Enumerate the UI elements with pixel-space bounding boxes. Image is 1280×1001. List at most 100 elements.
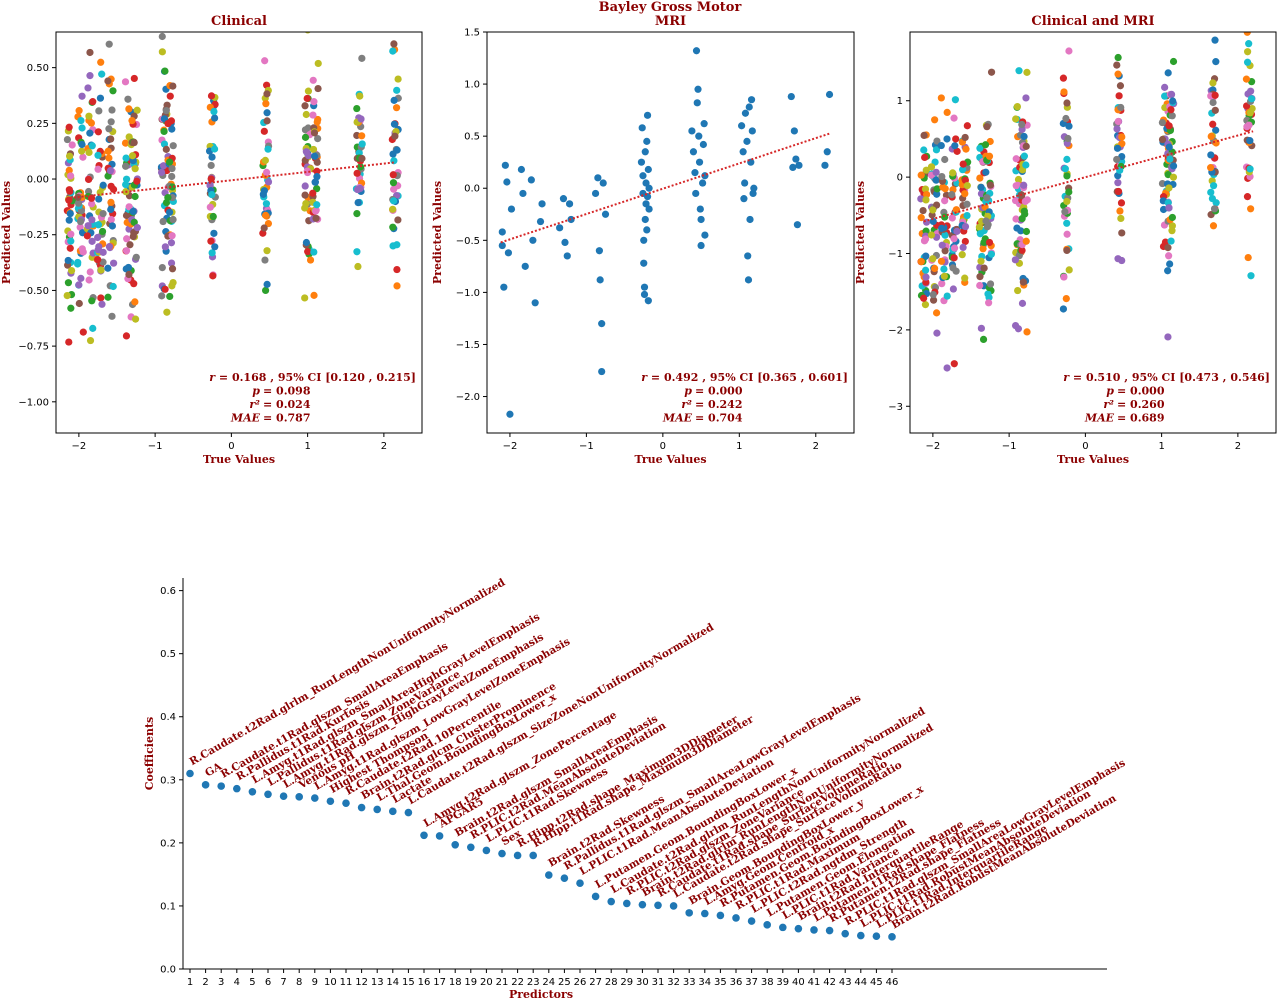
data-point: [746, 215, 754, 224]
data-point: [959, 243, 967, 251]
coefficient-point: [669, 902, 678, 910]
data-point: [1018, 214, 1026, 223]
data-point: [959, 160, 967, 168]
x-tick-label: 25: [558, 977, 571, 988]
data-point: [980, 264, 988, 272]
data-point: [1065, 266, 1073, 274]
data-point: [1060, 273, 1068, 281]
coefficient-point: [529, 851, 537, 860]
data-point: [940, 272, 948, 280]
x-tick-label: 45: [870, 977, 883, 988]
data-point: [74, 199, 83, 207]
data-point: [922, 273, 930, 281]
data-point: [168, 265, 177, 273]
data-point: [1210, 205, 1219, 213]
x-tick-label: 1: [187, 977, 193, 988]
data-point: [168, 282, 176, 290]
data-point: [701, 231, 709, 239]
x-tick-label: 2: [381, 441, 387, 452]
data-point: [1062, 294, 1070, 303]
data-point: [1246, 109, 1254, 117]
data-point: [565, 200, 574, 208]
data-point: [75, 281, 83, 289]
coefficient-point: [607, 897, 615, 906]
stat-value: = 0.024: [263, 398, 311, 411]
data-point: [128, 152, 137, 160]
data-point: [65, 338, 73, 346]
data-point: [263, 117, 271, 125]
data-point: [1114, 179, 1122, 187]
data-point: [498, 228, 506, 236]
data-point: [310, 98, 318, 106]
data-point: [211, 114, 219, 122]
data-point: [1114, 70, 1122, 78]
data-point: [793, 221, 802, 229]
data-point: [313, 118, 321, 126]
data-point: [313, 16, 320, 23]
data-point: [1207, 164, 1215, 172]
data-point: [1012, 115, 1020, 123]
coefficient-point: [482, 846, 491, 855]
data-point: [207, 161, 215, 170]
data-point: [165, 208, 174, 216]
coefficient-point: [825, 926, 834, 935]
stat-value: = 0.492 , 95% CI [0.365 , 0.601]: [651, 371, 848, 384]
data-point: [313, 173, 321, 181]
data-point: [929, 296, 938, 304]
data-point: [107, 205, 115, 214]
data-point: [938, 280, 946, 288]
data-point: [1165, 184, 1173, 192]
data-point: [1018, 192, 1026, 200]
data-point: [1012, 182, 1020, 190]
data-point: [392, 104, 401, 112]
data-point: [1020, 132, 1028, 141]
data-point: [1161, 92, 1169, 100]
coefficient-point: [279, 792, 288, 801]
stat-value: = 0.168 , 95% CI [0.120 , 0.215]: [219, 371, 416, 384]
data-point: [107, 135, 115, 143]
data-point: [1208, 194, 1216, 203]
data-point: [162, 145, 170, 153]
data-point: [933, 329, 941, 337]
data-point: [695, 158, 704, 166]
data-point: [161, 243, 169, 251]
data-point: [209, 212, 217, 221]
panel-title: Clinical and MRI: [1031, 14, 1154, 29]
data-point: [745, 103, 753, 111]
data-point: [264, 219, 273, 228]
data-point: [206, 203, 214, 211]
data-point: [1117, 214, 1125, 223]
data-point: [1018, 246, 1026, 254]
data-point: [932, 201, 941, 209]
data-point: [358, 154, 366, 163]
y-tick-label: 0.2: [160, 838, 176, 849]
data-point: [795, 161, 803, 169]
data-point: [691, 169, 699, 177]
coefficient-point: [716, 911, 725, 920]
data-point: [937, 141, 945, 150]
x-tick-label: −2: [72, 441, 87, 452]
coefficient-point: [576, 879, 584, 888]
data-point: [157, 168, 166, 176]
data-point: [161, 67, 169, 75]
data-point: [941, 247, 949, 255]
y-tick-label: 0.1: [160, 901, 176, 912]
data-point: [922, 166, 930, 174]
data-point: [98, 227, 107, 236]
data-point: [963, 122, 971, 130]
data-point: [937, 94, 945, 102]
data-point: [166, 292, 174, 301]
x-tick-label: 4: [234, 977, 240, 988]
x-tick-label: 35: [714, 977, 727, 988]
coefficient-point: [451, 840, 460, 849]
data-point: [787, 92, 795, 101]
data-point: [692, 189, 700, 198]
x-tick-label: 14: [386, 977, 399, 988]
data-point: [165, 158, 174, 166]
data-point: [302, 148, 310, 156]
data-point: [310, 248, 318, 256]
data-point: [1168, 227, 1176, 235]
data-point: [84, 84, 92, 92]
data-point: [310, 291, 318, 299]
data-point: [260, 224, 268, 232]
